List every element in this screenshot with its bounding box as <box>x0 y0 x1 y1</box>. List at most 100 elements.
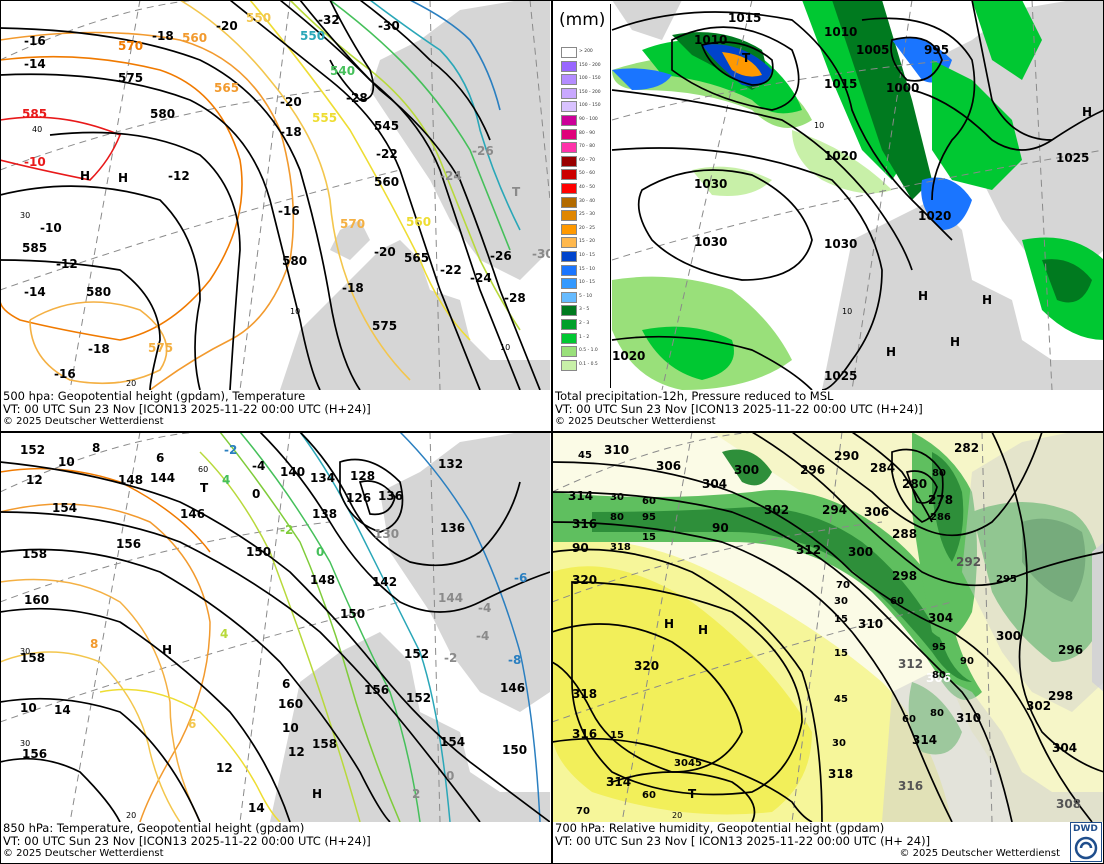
label-850-42: H <box>162 643 172 657</box>
legend-entry: 70 - 80 <box>561 141 609 154</box>
label-700-49: 312 <box>898 657 923 671</box>
legend-entry: 0.1 - 0.5 <box>561 359 609 371</box>
label-850-57: 0 <box>446 769 454 783</box>
label-700-16: 80 <box>932 468 946 479</box>
label-850-26: 150 <box>246 545 271 559</box>
label-500-17: 545 <box>374 119 399 133</box>
legend-label: 40 - 50 <box>579 185 595 190</box>
panel-500hpa: -16 -14 570 -18 -20 550 -32 -30 575 560 … <box>0 0 550 432</box>
legend-swatch <box>561 264 577 276</box>
label-850-54: 156 <box>22 747 47 761</box>
label-700-56: 80 <box>930 708 944 719</box>
label-700-4: 300 <box>734 463 759 477</box>
label-500-16: 580 <box>150 107 175 121</box>
legend-entry: 150 - 200 <box>561 60 609 72</box>
legend-label: 10 - 15 <box>579 280 595 286</box>
label-700-63: 314 <box>606 775 631 789</box>
label-500-46: 540 <box>330 64 355 78</box>
label-500-18: -12 <box>168 169 190 183</box>
label-700-24: 288 <box>892 527 917 541</box>
label-850-13: 4 <box>222 473 230 487</box>
label-500-48: H <box>118 171 128 185</box>
label-850-64: 30 <box>20 739 30 748</box>
legend-swatch <box>561 237 577 249</box>
label-850-46: 10 <box>20 701 37 715</box>
label-700-48: 320 <box>634 659 659 673</box>
caption-700hpa-copyright: © 2025 Deutscher Wetterdienst <box>899 848 1060 859</box>
label-500-21: 555 <box>312 111 337 125</box>
panel-700hpa: 310 306 300 296 290 284 280 282 314 304 … <box>552 432 1104 864</box>
dwd-swirl-icon <box>1074 836 1098 860</box>
label-700-7: 284 <box>870 461 895 475</box>
caption-700hpa-time: VT: 00 UTC Sun 23 Nov [ ICON13 2025-11-2… <box>555 834 931 848</box>
dwd-logo-text: DWD <box>1073 824 1098 834</box>
label-850-56: 158 <box>312 737 337 751</box>
label-500-5: -20 <box>216 19 238 33</box>
label-700-70: 308 <box>1056 797 1081 811</box>
lat-label-2: 10 <box>842 307 852 316</box>
caption-850hpa: 850 hPa: Temperature, Geopotential heigh… <box>0 822 550 864</box>
caption-precipitation-title: Total precipitation-12h, Pressure reduce… <box>555 389 834 403</box>
legend-entry: 3 - 5 <box>561 304 609 317</box>
isobar-1020-a: 1020 <box>824 149 857 163</box>
label-850-33: 144 <box>438 591 463 605</box>
label-850-14: 60 <box>198 465 208 474</box>
isobar-1010-a: 1010 <box>694 33 727 47</box>
legend-entry: 20 - 25 <box>561 223 609 235</box>
legend-entry: > 200 <box>561 46 609 58</box>
legend-entry: 150 - 200 <box>561 87 609 99</box>
legend-entry: 100 - 150 <box>561 73 609 86</box>
label-500-38: 580 <box>86 285 111 299</box>
label-500-20: -18 <box>280 125 302 139</box>
label-850-24: 130 <box>374 527 399 541</box>
label-700-1: 310 <box>604 443 629 457</box>
label-500-35: -26 <box>490 249 512 263</box>
legend-swatch <box>561 251 577 262</box>
label-500-19: -16 <box>278 204 300 218</box>
legend-entry: 100 - 150 <box>561 100 609 113</box>
label-700-11: 30 <box>610 492 624 503</box>
legend-label: 90 - 100 <box>579 117 598 122</box>
label-700-3: 306 <box>656 459 681 473</box>
label-500-10: 560 <box>182 31 207 45</box>
caption-500hpa-copyright: © 2025 Deutscher Wetterdienst <box>3 416 164 427</box>
label-500-44: 575 <box>372 319 397 333</box>
label-700-33: 295 <box>996 574 1017 585</box>
label-700-53: 298 <box>1048 689 1073 703</box>
label-700-72: 30 <box>832 738 846 749</box>
label-700-58: 316 <box>572 727 597 741</box>
label-850-8: 10 <box>58 455 75 469</box>
label-700-32: 292 <box>956 555 981 569</box>
lat-label-1: 10 <box>814 121 824 130</box>
legend-swatch <box>561 359 577 371</box>
legend-swatch <box>561 346 577 358</box>
label-850-9: 148 <box>118 473 143 487</box>
label-700-68: 318 <box>828 767 853 781</box>
legend-label: 0.1 - 0.5 <box>579 361 598 367</box>
label-850-5: -4 <box>252 459 265 473</box>
caption-precipitation-time: VT: 00 UTC Sun 23 Nov [ICON13 2025-11-22… <box>555 402 923 416</box>
high-marker-1: H <box>886 345 896 359</box>
label-700-60: 60 <box>902 714 916 725</box>
isobar-1025-a: 1025 <box>1056 151 1089 165</box>
legend-swatch <box>561 142 577 154</box>
label-700-22: 312 <box>796 543 821 557</box>
label-850-37: -2 <box>444 651 457 665</box>
label-700-13: 304 <box>702 477 727 491</box>
label-700-43: 15 <box>834 614 848 625</box>
label-700-66: 45 <box>688 758 702 769</box>
legend-label: 2 - 3 <box>579 321 590 326</box>
label-500-1: -16 <box>24 34 46 48</box>
label-700-12: 60 <box>642 496 656 507</box>
label-500-36: -28 <box>504 291 526 305</box>
legend-swatch <box>561 223 577 235</box>
label-850-52: 150 <box>502 743 527 757</box>
legend-label: 30 - 40 <box>579 198 595 204</box>
panel-precipitation: 1015 1010 1010 1005 995 1000 1015 1020 1… <box>552 0 1104 432</box>
legend-swatch <box>561 210 577 222</box>
label-850-55: 6 <box>188 717 196 731</box>
caption-500hpa-time: VT: 00 UTC Sun 23 Nov [ICON13 2025-11-22… <box>3 402 371 416</box>
legend-swatch <box>561 291 577 303</box>
map-precipitation: 1015 1010 1010 1005 995 1000 1015 1020 1… <box>552 0 1104 390</box>
label-500-51: 30 <box>20 211 30 220</box>
